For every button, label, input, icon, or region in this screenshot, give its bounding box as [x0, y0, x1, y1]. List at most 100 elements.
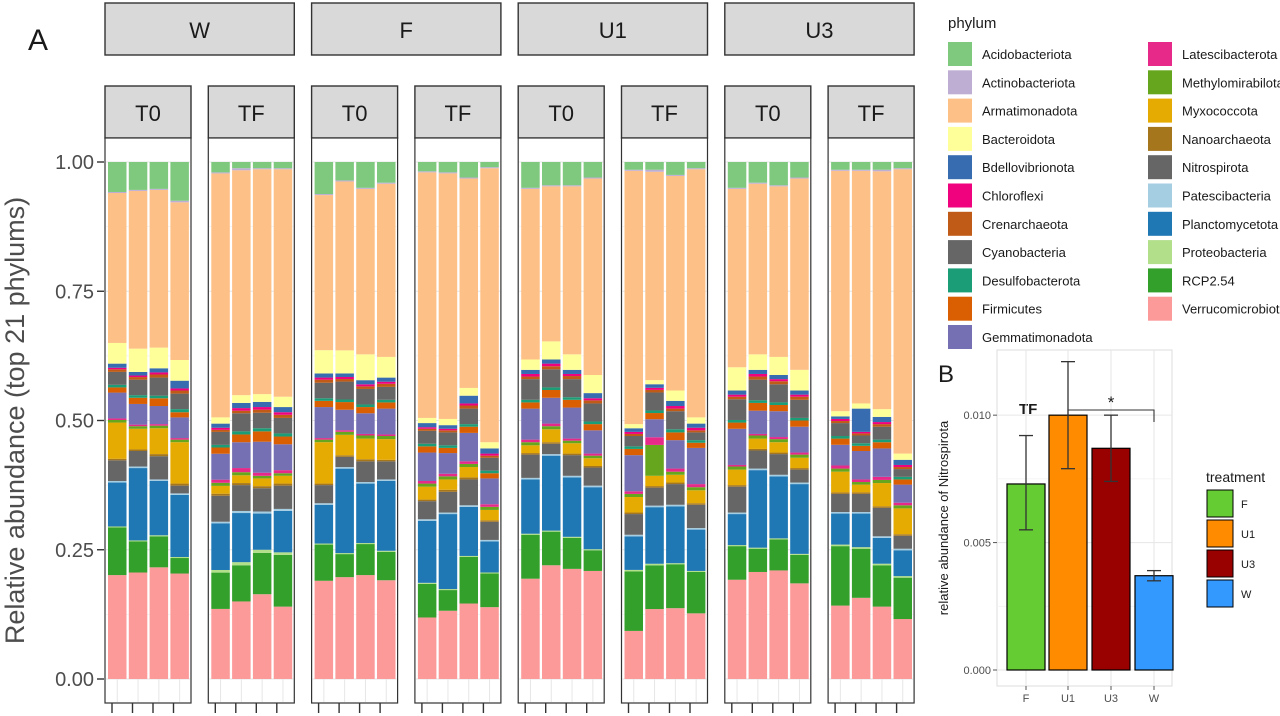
bar-segment-rcp2-54 [108, 527, 127, 576]
bar-segment-nanoarchaeota [273, 483, 293, 486]
bar-segment-bdellovibrionota [459, 395, 478, 404]
legend-label: Gemmatimonadota [982, 330, 1093, 345]
time-strip-tf [827, 85, 915, 139]
bar-segment-armatimonadota [666, 175, 685, 391]
bar-segment-proteobacteria [542, 530, 561, 532]
bar-segment-gemmatimonadota [480, 478, 499, 505]
bar-segment-nitrospirota [872, 507, 892, 537]
bar-segment-acidobacteriota [542, 162, 561, 186]
bar-segment-bacteroidota [542, 341, 561, 360]
bar-segment-desulfobacterota [831, 436, 850, 439]
bar-segment-bdellovibrionota [170, 380, 189, 389]
bar-segment-armatimonadota [624, 170, 643, 425]
bar-segment-bacteroidota [149, 347, 169, 369]
bar-segment-planctomycetota [583, 487, 603, 550]
bar-segment-rcp2-54 [335, 554, 354, 578]
bar-segment-gemmatimonadota [748, 410, 768, 434]
bar-segment-verrucomicrobiota [583, 570, 603, 679]
bar-segment-crenarchaeota [831, 421, 850, 424]
bar-segment-methylomirabilota [459, 463, 478, 468]
bar-segment-desulfobacterota [211, 444, 230, 448]
bar-segment-gemmatimonadota [232, 442, 251, 469]
phylum-legend: phylum Acidobacteriota Actinobacteriota Arm… [948, 15, 1280, 349]
bar-segment-gemmatimonadota [211, 453, 230, 480]
bar-segment-methylomirabilota [748, 435, 768, 439]
bar-segment-nitrospirota [417, 501, 437, 520]
legend-label: Latescibacterota [1182, 47, 1278, 62]
bar-segment-rcp2-54 [521, 534, 540, 579]
bar-segment-bdellovibrionota [314, 373, 334, 378]
bar-segment-actinobacteriota [748, 182, 768, 184]
bar-segment-latescibacterota [624, 491, 643, 494]
time-strip-label: T0 [755, 101, 781, 126]
bar-segment-actinobacteriota [727, 187, 747, 189]
bar-segment-methylomirabilota [542, 426, 561, 430]
bar-segment-chloroflexi [128, 375, 148, 378]
legend-key-latescibacterota [1148, 42, 1172, 66]
bar-segment-crenarchaeota [583, 400, 603, 404]
bar-segment-firmicutes [790, 420, 809, 427]
bar-segment-verrucomicrobiota [542, 565, 561, 679]
x-tick-label: F [1023, 693, 1030, 705]
bar-segment-desulfobacterota [666, 429, 685, 433]
bar-segment-nanoarchaeota [128, 449, 148, 452]
legend-label: Desulfobacterota [982, 273, 1081, 288]
bar-segment-planctomycetota [459, 506, 478, 556]
bar-segment-desulfobacterota [748, 400, 768, 403]
bar-segment-myxococcota [356, 438, 375, 460]
bar-segment-armatimonadota [686, 169, 706, 418]
bar-segment-cyanobacteria [831, 423, 850, 437]
bar-segment-chloroflexi [108, 367, 127, 370]
bar-segment-methylomirabilota [666, 471, 685, 475]
bar-segment-methylomirabilota [624, 493, 643, 498]
bar-segment-armatimonadota [128, 190, 148, 349]
bar-segment-acidobacteriota [666, 162, 685, 175]
bar-segment-nanoarchaeota [459, 477, 478, 480]
legend-key-patescibacteria [1148, 183, 1172, 208]
bar-segment-acidobacteriota [170, 162, 189, 201]
bar-segment-nanoarchaeota [562, 453, 582, 456]
bar-segment-actinobacteriota [686, 168, 706, 170]
bar-segment-planctomycetota [542, 455, 561, 531]
bar-segment-bacteroidota [335, 350, 354, 374]
legend-label: U1 [1241, 529, 1255, 541]
bar-segment-bdellovibrionota [377, 377, 396, 382]
bar-segment-nitrospirota [686, 504, 706, 529]
bar-segment-patescibacteria [521, 477, 540, 480]
bar-segment-bdellovibrionota [686, 423, 706, 428]
bar-segment-bdellovibrionota [335, 373, 354, 377]
bar-segment-cyanobacteria [232, 413, 251, 432]
bar-segment-acidobacteriota [273, 162, 293, 169]
bar-segment-methylomirabilota [335, 431, 354, 435]
bar-segment-gemmatimonadota [624, 455, 643, 492]
bar-segment-firmicutes [438, 447, 458, 454]
legend-label: Cyanobacteria [982, 245, 1067, 260]
bar-segment-rcp2-54 [727, 546, 747, 580]
bar-segment-actinobacteriota [831, 169, 850, 171]
legend-label: Crenarchaeota [982, 217, 1069, 232]
bar-segment-patescibacteria [108, 480, 127, 483]
bar-segment-acidobacteriota [108, 162, 127, 192]
bar-segment-methylomirabilota [232, 472, 251, 476]
bar-segment-myxococcota [335, 434, 354, 456]
bar-segment-bacteroidota [521, 359, 540, 370]
bar-segment-patescibacteria [831, 512, 850, 514]
treatment-strip-u1 [517, 2, 709, 56]
bar-segment-nitrospirota [624, 514, 643, 535]
bar-segment-bdellovibrionota [211, 423, 230, 428]
bar-segment-acidobacteriota [562, 162, 582, 186]
bar-segment-planctomycetota [666, 506, 685, 564]
bar-segment-proteobacteria [583, 549, 603, 551]
bar-segment-crenarchaeota [232, 410, 251, 414]
bar-segment-gemmatimonadota [252, 441, 272, 473]
bar-segment-crenarchaeota [666, 408, 685, 412]
bar-segment-bacteroidota [170, 360, 189, 381]
bar-segment-myxococcota [521, 445, 540, 454]
bar-segment-latescibacterota [851, 479, 871, 483]
bar-segment-crenarchaeota [686, 430, 706, 433]
bar-segment-nanoarchaeota [417, 499, 437, 502]
bar-segment-desulfobacterota [583, 421, 603, 425]
bar-segment-crenarchaeota [377, 383, 396, 387]
bar-segment-proteobacteria [252, 549, 272, 553]
bar-segment-nitrospirota [562, 455, 582, 476]
